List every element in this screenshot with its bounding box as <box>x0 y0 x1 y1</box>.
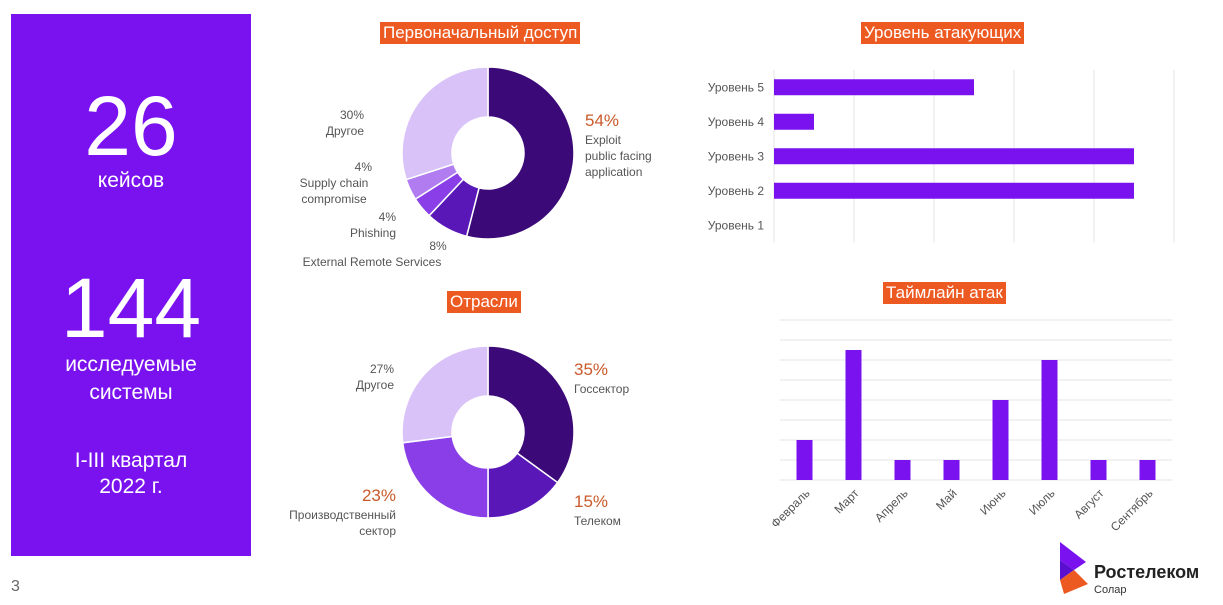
donut-slice <box>401 435 489 519</box>
chart-title-attacker-level: Уровень атакующих <box>861 22 1025 44</box>
slice-label: Другое <box>355 378 394 392</box>
bar <box>1139 460 1156 480</box>
category-label: Уровень 5 <box>708 80 765 94</box>
donut-slice <box>465 66 575 240</box>
slice-label: Supply chain <box>299 176 369 190</box>
category-label: Уровень 3 <box>708 149 765 163</box>
slice-label: Exploit <box>585 133 622 147</box>
bar <box>943 460 960 480</box>
category-label: Август <box>1071 486 1107 522</box>
slice-pct: 15% <box>574 492 609 511</box>
slice-label: Другое <box>325 124 364 138</box>
donut-slice <box>487 345 575 484</box>
systems-label-line2: системы <box>89 381 173 404</box>
slice-pct: 4% <box>354 160 372 174</box>
category-label: Февраль <box>768 486 812 530</box>
bar-chart-timeline: Февраль Март Апрель Май Июнь Июль Август Сентяб… <box>768 319 1172 534</box>
category-label: Май <box>933 486 960 513</box>
bar <box>774 113 814 130</box>
category-label: Уровень 4 <box>708 115 765 129</box>
slice-pct: 23% <box>361 486 396 505</box>
slice-label: External Remote Services <box>302 255 442 269</box>
bar <box>1090 460 1107 480</box>
donut-chart-industries <box>401 345 575 519</box>
slice-pct: 4% <box>378 210 396 224</box>
slice-pct: 35% <box>574 360 609 379</box>
logo-sub: Солар <box>1094 584 1127 596</box>
slice-pct: 54% <box>585 111 620 130</box>
category-label: Уровень 1 <box>708 218 765 232</box>
chart-title-timeline: Таймлайн атак <box>883 282 1006 304</box>
bar <box>774 182 1134 199</box>
slice-label: Производственный <box>289 508 396 522</box>
cases-label: кейсов <box>97 169 165 192</box>
donut-slice <box>401 66 489 181</box>
summary-panel: 26 кейсов 144 исследуемые системы I-III … <box>11 14 251 556</box>
slice-label: compromise <box>301 192 367 206</box>
bar <box>796 440 813 480</box>
slice-label: application <box>585 165 643 179</box>
bar <box>1041 360 1058 480</box>
bar <box>774 148 1134 165</box>
category-label: Июль <box>1026 486 1058 518</box>
bar <box>992 400 1009 480</box>
slice-label: сектор <box>359 524 396 538</box>
period-line2: 2022 г. <box>99 475 163 498</box>
bar <box>774 79 974 96</box>
category-label: Апрель <box>872 486 911 525</box>
bar <box>894 460 911 480</box>
category-label: Сентябрь <box>1108 486 1156 534</box>
slice-label: public facing <box>585 149 652 163</box>
category-label: Март <box>831 486 862 517</box>
category-label: Уровень 2 <box>708 184 765 198</box>
systems-label-line1: исследуемые <box>65 353 197 376</box>
cases-count: 26 <box>84 79 178 173</box>
slice-pct: 8% <box>429 239 447 253</box>
chart-title-initial-access: Первоначальный доступ <box>380 22 581 44</box>
slice-label: Госсектор <box>574 382 630 396</box>
rostelecom-logo-icon <box>1060 542 1088 594</box>
donut-slice <box>401 345 489 444</box>
chart-title-industries: Отрасли <box>447 291 521 313</box>
slice-label: Телеком <box>574 514 621 528</box>
slice-label: Phishing <box>349 226 396 240</box>
period-line1: I-III квартал <box>74 449 188 472</box>
donut-chart-initial-access <box>401 66 575 240</box>
slice-pct: 27% <box>369 362 394 376</box>
category-label: Июнь <box>977 486 1008 517</box>
slice-pct: 30% <box>339 108 364 122</box>
systems-count: 144 <box>60 261 202 355</box>
logo-name: Ростелеком <box>1094 562 1200 582</box>
bar <box>845 350 862 480</box>
bar-chart-attacker-level: Уровень 5 Уровень 4 Уровень 3 Уровень 2 Уров… <box>708 70 1175 243</box>
page-number: 3 <box>11 578 20 595</box>
